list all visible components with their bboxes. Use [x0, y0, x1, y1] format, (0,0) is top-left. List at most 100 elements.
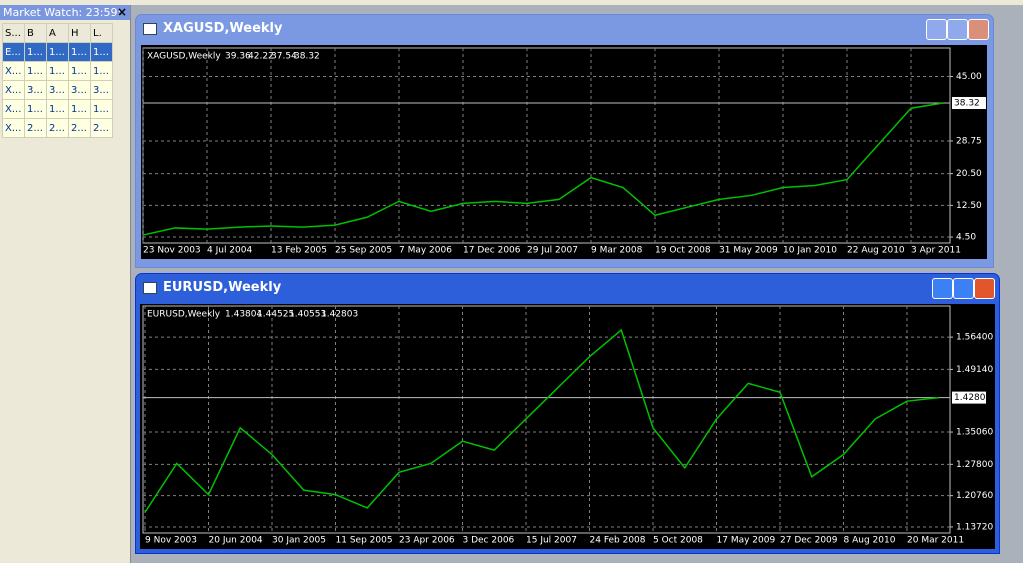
- x-tick-label: 17 Dec 2006: [463, 246, 521, 256]
- y-tick-label: 1.20760: [956, 491, 993, 501]
- y-tick-label: 28.75: [956, 136, 982, 146]
- y-tick-label: 1.13720: [956, 522, 993, 532]
- chart: 1.13720 1.20760 1.27800 1.35060 1.49140 1.564…: [140, 304, 995, 549]
- quote-row[interactable]: X... 2... 2... 2... 2...: [2, 118, 113, 138]
- quote-cell: 1...: [24, 42, 47, 62]
- header-row: S... B A H L.: [2, 23, 113, 43]
- quote-cell: 1...: [46, 42, 69, 62]
- y-tick-label: 1.27800: [956, 460, 993, 470]
- quote-cell: X...: [2, 99, 25, 119]
- quote-row[interactable]: X... 1... 1... 1... 1...: [2, 61, 113, 81]
- quote-row[interactable]: X... 3... 3... 3... 3...: [2, 80, 113, 100]
- column-header: H: [68, 23, 91, 43]
- x-tick-label: 9 Mar 2008: [591, 246, 643, 256]
- x-tick-label: 17 May 2009: [717, 536, 776, 546]
- x-tick-label: 13 Feb 2005: [271, 246, 327, 256]
- chart-window[interactable]: XAGUSD,Weekly 4.50 12.50 20.50 28.75 45.00 23…: [135, 14, 994, 268]
- y-tick-label: 1.49140: [956, 365, 993, 375]
- close-button[interactable]: [974, 278, 995, 299]
- quote-cell: 1...: [24, 61, 47, 81]
- x-tick-label: 10 Jan 2010: [783, 246, 837, 256]
- column-header: L.: [90, 23, 113, 43]
- quote-cell: 1...: [68, 61, 91, 81]
- column-header: S...: [2, 23, 25, 43]
- market-watch: Market Watch: 23:59: × S... B A H L. E... 1...…: [0, 5, 131, 563]
- quote-cell: 2...: [24, 118, 47, 138]
- column-header: B: [24, 23, 47, 43]
- x-tick-label: 20 Mar 2011: [907, 536, 964, 546]
- toolbar: [0, 0, 1023, 5]
- panel-title-text: Market Watch: 23:59:: [3, 6, 122, 19]
- price-series: [142, 102, 944, 236]
- panel-title: Market Watch: 23:59: ×: [0, 5, 130, 20]
- price-series: [144, 328, 939, 513]
- x-tick-label: 8 Aug 2010: [844, 536, 896, 546]
- x-tick-label: 29 Jul 2007: [527, 246, 578, 256]
- quote-cell: X...: [2, 80, 25, 100]
- x-tick-label: 3 Apr 2011: [911, 246, 961, 256]
- quote-cell: 1...: [68, 99, 91, 119]
- quote-cell: X...: [2, 118, 25, 138]
- quote-cell: 2...: [68, 118, 91, 138]
- quote-row[interactable]: X... 1... 1... 1... 1...: [2, 99, 113, 119]
- close-button[interactable]: [968, 19, 989, 40]
- window-title: EURUSD,Weekly: [163, 280, 282, 295]
- quote-cell: 1...: [90, 99, 113, 119]
- title-bar: XAGUSD,Weekly: [136, 15, 993, 43]
- plot-frame: [142, 47, 951, 244]
- y-tick-label: 45.00: [956, 72, 982, 82]
- chart-header: XAGUSD,Weekly: [147, 52, 221, 62]
- quote-cell: E...: [2, 42, 25, 62]
- x-tick-label: 19 Oct 2008: [655, 246, 711, 256]
- x-tick-label: 30 Jan 2005: [272, 536, 326, 546]
- chart-header: EURUSD,Weekly: [147, 310, 221, 320]
- window-title: XAGUSD,Weekly: [163, 21, 283, 36]
- maximize-button[interactable]: [953, 278, 974, 299]
- minimize-button[interactable]: [926, 19, 947, 40]
- x-tick-label: 5 Oct 2008: [653, 536, 703, 546]
- price-label: 1.42803: [954, 393, 991, 403]
- ohlc-value: 1.42803: [321, 310, 358, 320]
- quote-cell: 1...: [24, 99, 47, 119]
- y-tick-label: 20.50: [956, 169, 982, 179]
- minimize-button[interactable]: [932, 278, 953, 299]
- quote-cell: 3...: [90, 80, 113, 100]
- quote-cell: 3...: [46, 80, 69, 100]
- plot-frame: [142, 305, 951, 534]
- price-label-box: [952, 97, 986, 110]
- quote-cell: 1...: [90, 61, 113, 81]
- x-tick-label: 27 Dec 2009: [780, 536, 838, 546]
- x-tick-label: 15 Jul 2007: [526, 536, 577, 546]
- x-tick-label: 7 May 2006: [399, 246, 452, 256]
- quote-cell: 1...: [46, 99, 69, 119]
- y-tick-label: 1.56400: [956, 333, 993, 343]
- ohlc-value: 38.32: [294, 52, 320, 62]
- quotes-table: S... B A H L. E... 1... 1... 1... 1... X... 1... 1..…: [2, 23, 113, 138]
- y-tick-label: 12.50: [956, 201, 982, 211]
- y-tick-label: 1.35060: [956, 428, 993, 438]
- x-tick-label: 11 Sep 2005: [336, 536, 393, 546]
- ohlc-value: 42.22: [248, 52, 274, 62]
- column-header: A: [46, 23, 69, 43]
- x-tick-label: 23 Apr 2006: [399, 536, 455, 546]
- quote-cell: 1...: [68, 42, 91, 62]
- price-label: 38.32: [954, 99, 980, 109]
- close-button[interactable]: ×: [116, 5, 127, 19]
- ohlc-value: 1.40553: [289, 310, 326, 320]
- x-tick-label: 24 Feb 2008: [590, 536, 646, 546]
- ohlc-value: 37.54: [271, 52, 297, 62]
- quote-cell: 2...: [46, 118, 69, 138]
- quote-row[interactable]: E... 1... 1... 1... 1...: [2, 42, 113, 62]
- x-tick-label: 23 Nov 2003: [143, 246, 201, 256]
- x-tick-label: 31 May 2009: [719, 246, 778, 256]
- quote-cell: X...: [2, 61, 25, 81]
- title-bar: EURUSD,Weekly: [136, 274, 999, 302]
- quote-cell: 1...: [90, 42, 113, 62]
- x-tick-label: 3 Dec 2006: [463, 536, 515, 546]
- maximize-button[interactable]: [947, 19, 968, 40]
- quote-cell: 3...: [68, 80, 91, 100]
- chart-window[interactable]: EURUSD,Weekly 1.13720 1.20760 1.27800 1.350…: [135, 273, 1000, 554]
- ohlc-value: 1.43804: [225, 310, 262, 320]
- quote-cell: 1...: [46, 61, 69, 81]
